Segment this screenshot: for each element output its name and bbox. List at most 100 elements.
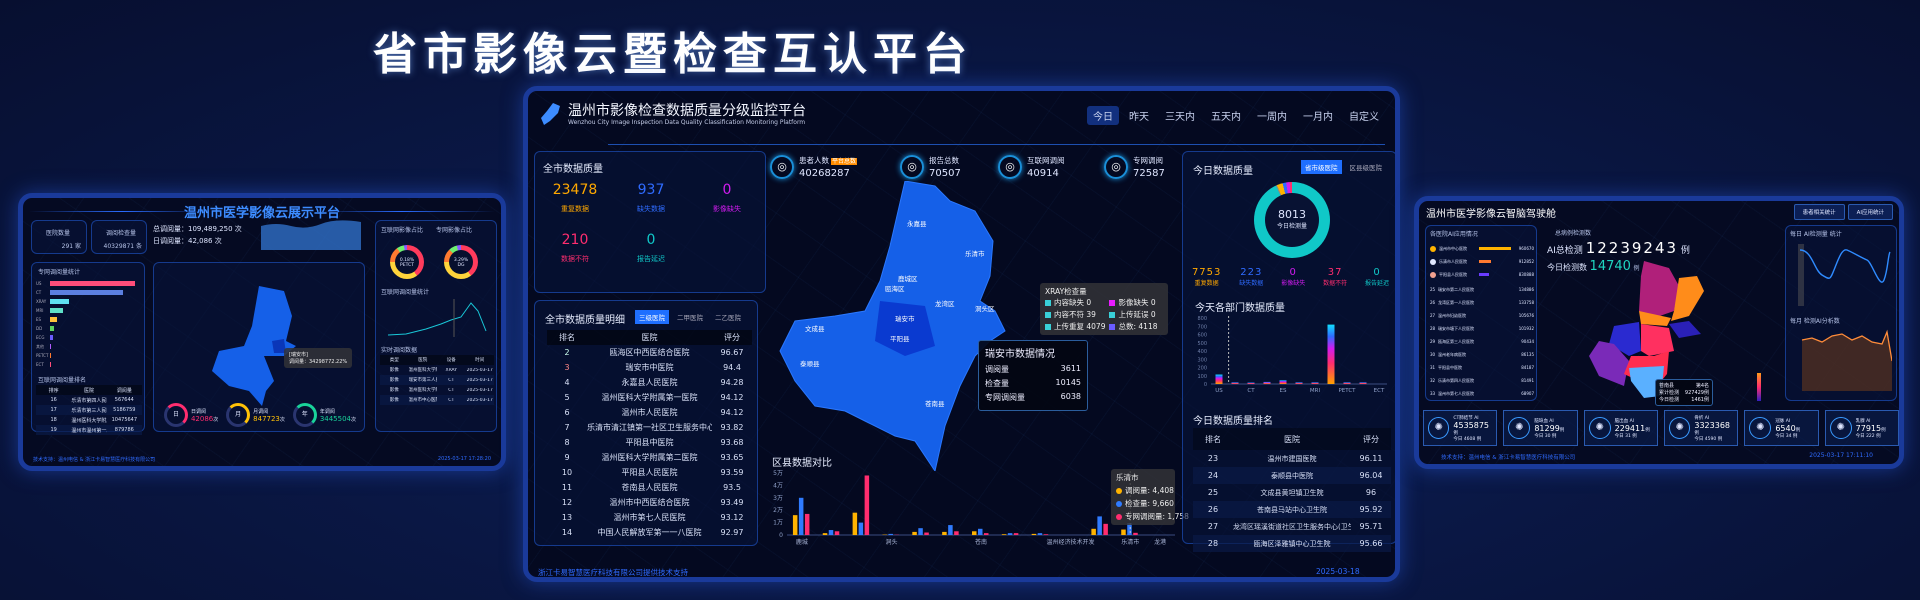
ai-card-脑出血 AI[interactable]: ✺ 脑出血 AI 229411例 今日 31 例 [1583, 410, 1658, 446]
ranking-row[interactable]: 27 龙湾区瑶溪街道社区卫生服务中心(卫生院) 95.71 [1193, 518, 1391, 535]
realtime-row[interactable]: 影像 温州医科大学附属第一医院 CT 2025-03-17 [380, 385, 494, 395]
realtime-row[interactable]: 影像 瑞安市第三人民医院 CT 2025-03-17 [380, 375, 494, 385]
ai-row[interactable]: 26 龙湾区第一人民医院 133758 [1430, 296, 1534, 309]
rank-row[interactable]: 18 温州医科大学附属第二医院 10475647 [36, 415, 142, 425]
bar[interactable] [50, 344, 51, 349]
today-stat: 0 影像缺失 [1281, 267, 1305, 287]
ai-row[interactable]: 31 平阳县中医院 84187 [1430, 361, 1534, 374]
bar-label: PETCT [36, 353, 49, 358]
today-donut[interactable]: 8013 今日检测量 [1254, 182, 1330, 258]
pie2-value: 3.29% [453, 258, 469, 263]
ai-row[interactable]: 32 乐清市第四人民医院 81491 [1430, 374, 1534, 387]
ai-card-unit: 例 [1694, 430, 1699, 436]
ai-row[interactable]: 28 瑞安市塘下人民医院 101932 [1430, 322, 1534, 335]
bar[interactable] [50, 299, 69, 304]
ranking-row[interactable]: 26 苍南县马站中心卫生院 95.92 [1193, 501, 1391, 518]
table-row[interactable]: 9 温州医科大学附属第二医院 93.65 [547, 450, 752, 465]
bar-专网调阅量 [924, 532, 929, 535]
left-map[interactable] [204, 281, 324, 411]
bar[interactable] [50, 335, 54, 340]
table-row[interactable]: 14 中国人民解放军第一一八医院 92.97 [547, 525, 752, 540]
ranking-row[interactable]: 24 泰顺县中医院 96.04 [1193, 467, 1391, 484]
ai-heat-map[interactable] [1569, 256, 1739, 401]
table-row[interactable]: 2 瓯海区中西医结合医院 96.67 [547, 345, 752, 360]
map-label-永嘉县: 永嘉县 [907, 219, 927, 228]
bar-调阅量 [1031, 533, 1037, 535]
header-cell: 设备 [446, 358, 456, 363]
rank-row[interactable]: 17 乐清市第三人民医院 5186759 [36, 405, 142, 415]
ai-row[interactable]: 33 温州市第七人民医院 68907 [1430, 387, 1534, 400]
pie1-donut[interactable]: 0.18% PETCT [390, 245, 424, 279]
quality-tab-区县级医院[interactable]: 区县级医院 [1349, 164, 1383, 172]
bar[interactable] [50, 290, 124, 295]
ai-row[interactable]: 27 温州市妇幼医院 105676 [1430, 309, 1534, 322]
tab-三天内[interactable]: 三天内 [1165, 112, 1195, 123]
hospital-cell: 乐清市清江镇第一社区卫生服务中心 [587, 423, 712, 432]
ai-top-row[interactable]: 平阳县人民医院 830888 [1430, 268, 1534, 281]
detail-tab-三级医院[interactable]: 三级医院 [635, 310, 669, 324]
tab-一月内[interactable]: 一月内 [1303, 112, 1333, 123]
tab-昨天[interactable]: 昨天 [1129, 112, 1149, 123]
table-row[interactable]: 12 温州市中西医结合医院 93.49 [547, 495, 752, 510]
ai-row[interactable]: 25 瑞安市第二人民医院 134886 [1430, 283, 1534, 296]
ai-top-row[interactable]: 乐清市人民医院 912852 [1430, 255, 1534, 268]
bar[interactable] [50, 362, 51, 367]
table-row[interactable]: 13 温州市第七人民医院 93.12 [547, 510, 752, 525]
ai-row[interactable]: 29 瓯海区第三人民医院 90434 [1430, 335, 1534, 348]
table-row[interactable]: 3 瑞安市中医院 94.4 [547, 360, 752, 375]
header-cell: 排名 [1205, 434, 1221, 444]
total-case-label: 总病例检测数 [1555, 230, 1592, 237]
bar[interactable] [50, 281, 135, 286]
ai-card-冠脉 AI[interactable]: ✺ 冠脉 AI 6540例 今日 34 例 [1744, 410, 1819, 446]
rank-row[interactable]: 19 温州市温州第一人民医院 879786 [36, 425, 142, 435]
ai-card-CT肺结节 AI[interactable]: ✺ CT肺结节 AI 4535875例 今日 4608 例 [1423, 410, 1498, 446]
ai-card-text: 冠脉 AI 6540例 今日 34 例 [1775, 418, 1800, 439]
bar[interactable] [50, 317, 57, 322]
ai-rank: 27 [1430, 313, 1436, 318]
pie2-donut[interactable]: 3.29% DG [444, 245, 478, 279]
bar[interactable] [50, 353, 51, 358]
hospital-cell: 温州市中西医结合医院 [609, 498, 690, 507]
quality-tab-省市级医院[interactable]: 省市级医院 [1301, 160, 1342, 174]
ai-row[interactable]: 30 温州老年病医院 86135 [1430, 348, 1534, 361]
bar[interactable] [50, 308, 63, 313]
tooltip-value: 3611 [1060, 364, 1081, 373]
rank-cell: 9 [564, 453, 570, 462]
ai-hospital: 温州市中心医院 [1439, 245, 1467, 251]
tab-自定义[interactable]: 自定义 [1349, 112, 1379, 123]
table-row[interactable]: 8 平阳县中医院 93.68 [547, 435, 752, 450]
table-row[interactable]: 10 平阳县人民医院 93.59 [547, 465, 752, 480]
detail-tab-二甲医院[interactable]: 二甲医院 [677, 314, 703, 322]
table-row[interactable]: 6 温州市人民医院 94.12 [547, 405, 752, 420]
ranking-row[interactable]: 25 文成县黄坦镇卫生院 96 [1193, 484, 1391, 501]
bar-label: ES [36, 317, 42, 322]
bar-label: ECG [36, 335, 45, 340]
ai-top-row[interactable]: 温州市中心医院 960670 [1430, 242, 1534, 255]
btn-AI应用统计[interactable]: AI应用统计 [1847, 204, 1893, 220]
pie1-label: PETCT [400, 263, 414, 268]
bar[interactable] [50, 326, 55, 331]
ai-card-乳腺 AI[interactable]: ✺ 乳腺 AI 77915例 今日 222 例 [1824, 410, 1899, 446]
ai-card-脑缺血 AI[interactable]: ✺ 脑缺血 AI 81299例 今日 30 例 [1503, 410, 1578, 446]
table-row[interactable]: 5 温州医科大学附属第一医院 94.12 [547, 390, 752, 405]
tab-五天内[interactable]: 五天内 [1211, 112, 1241, 123]
quality-value: 210 [561, 232, 589, 248]
rank-row[interactable]: 16 乐清市第四人民医院 567644 [36, 395, 142, 405]
ai-card-骨折 AI[interactable]: ✺ 骨折 AI 3323368例 今日 4590 例 [1663, 410, 1739, 446]
detail-tab-二乙医院[interactable]: 二乙医院 [715, 314, 741, 322]
table-row[interactable]: 7 乐清市清江镇第一社区卫生服务中心 93.82 [547, 420, 752, 435]
ranking-row[interactable]: 28 瓯海区泽雅镇中心卫生院 95.66 [1193, 535, 1391, 552]
right-stats-card: 互联网影像占比 专网影像占比 0.18% PETCT 3.29% DG 互联网调阅量… [375, 220, 497, 432]
tab-今日[interactable]: 今日 [1087, 106, 1119, 125]
table-row[interactable]: 4 永嘉县人民医院 94.28 [547, 375, 752, 390]
tab-一周内[interactable]: 一周内 [1257, 112, 1287, 123]
realtime-row[interactable]: 影像 温州市中心医院 CT 2025-03-17 [380, 395, 494, 405]
ai-hospital: 乐清市人民医院 [1439, 258, 1467, 264]
y-tick-label: 500 [1197, 341, 1207, 347]
table-row[interactable]: 11 苍南县人民医院 93.5 [547, 480, 752, 495]
rank-cell: 24 [1207, 471, 1219, 480]
ranking-row[interactable]: 23 温州市建国医院 96.11 [1193, 450, 1391, 467]
realtime-row[interactable]: 影像 温州医科大学附属第二医院 XRAY 2025-03-17 [380, 365, 494, 375]
btn-患者相关统计[interactable]: 患者相关统计 [1793, 204, 1845, 220]
